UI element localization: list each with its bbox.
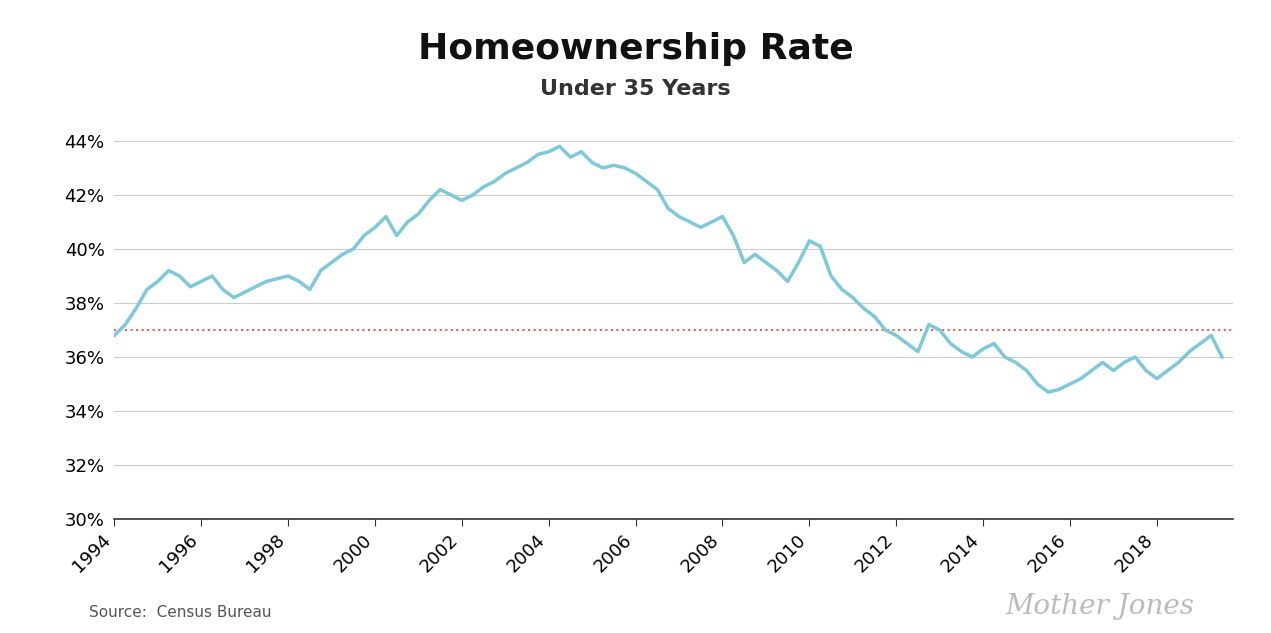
Text: Homeownership Rate: Homeownership Rate [418,32,853,66]
Text: Source:  Census Bureau: Source: Census Bureau [89,605,272,620]
Text: Under 35 Years: Under 35 Years [540,79,731,99]
Text: Mother Jones: Mother Jones [1005,593,1195,620]
